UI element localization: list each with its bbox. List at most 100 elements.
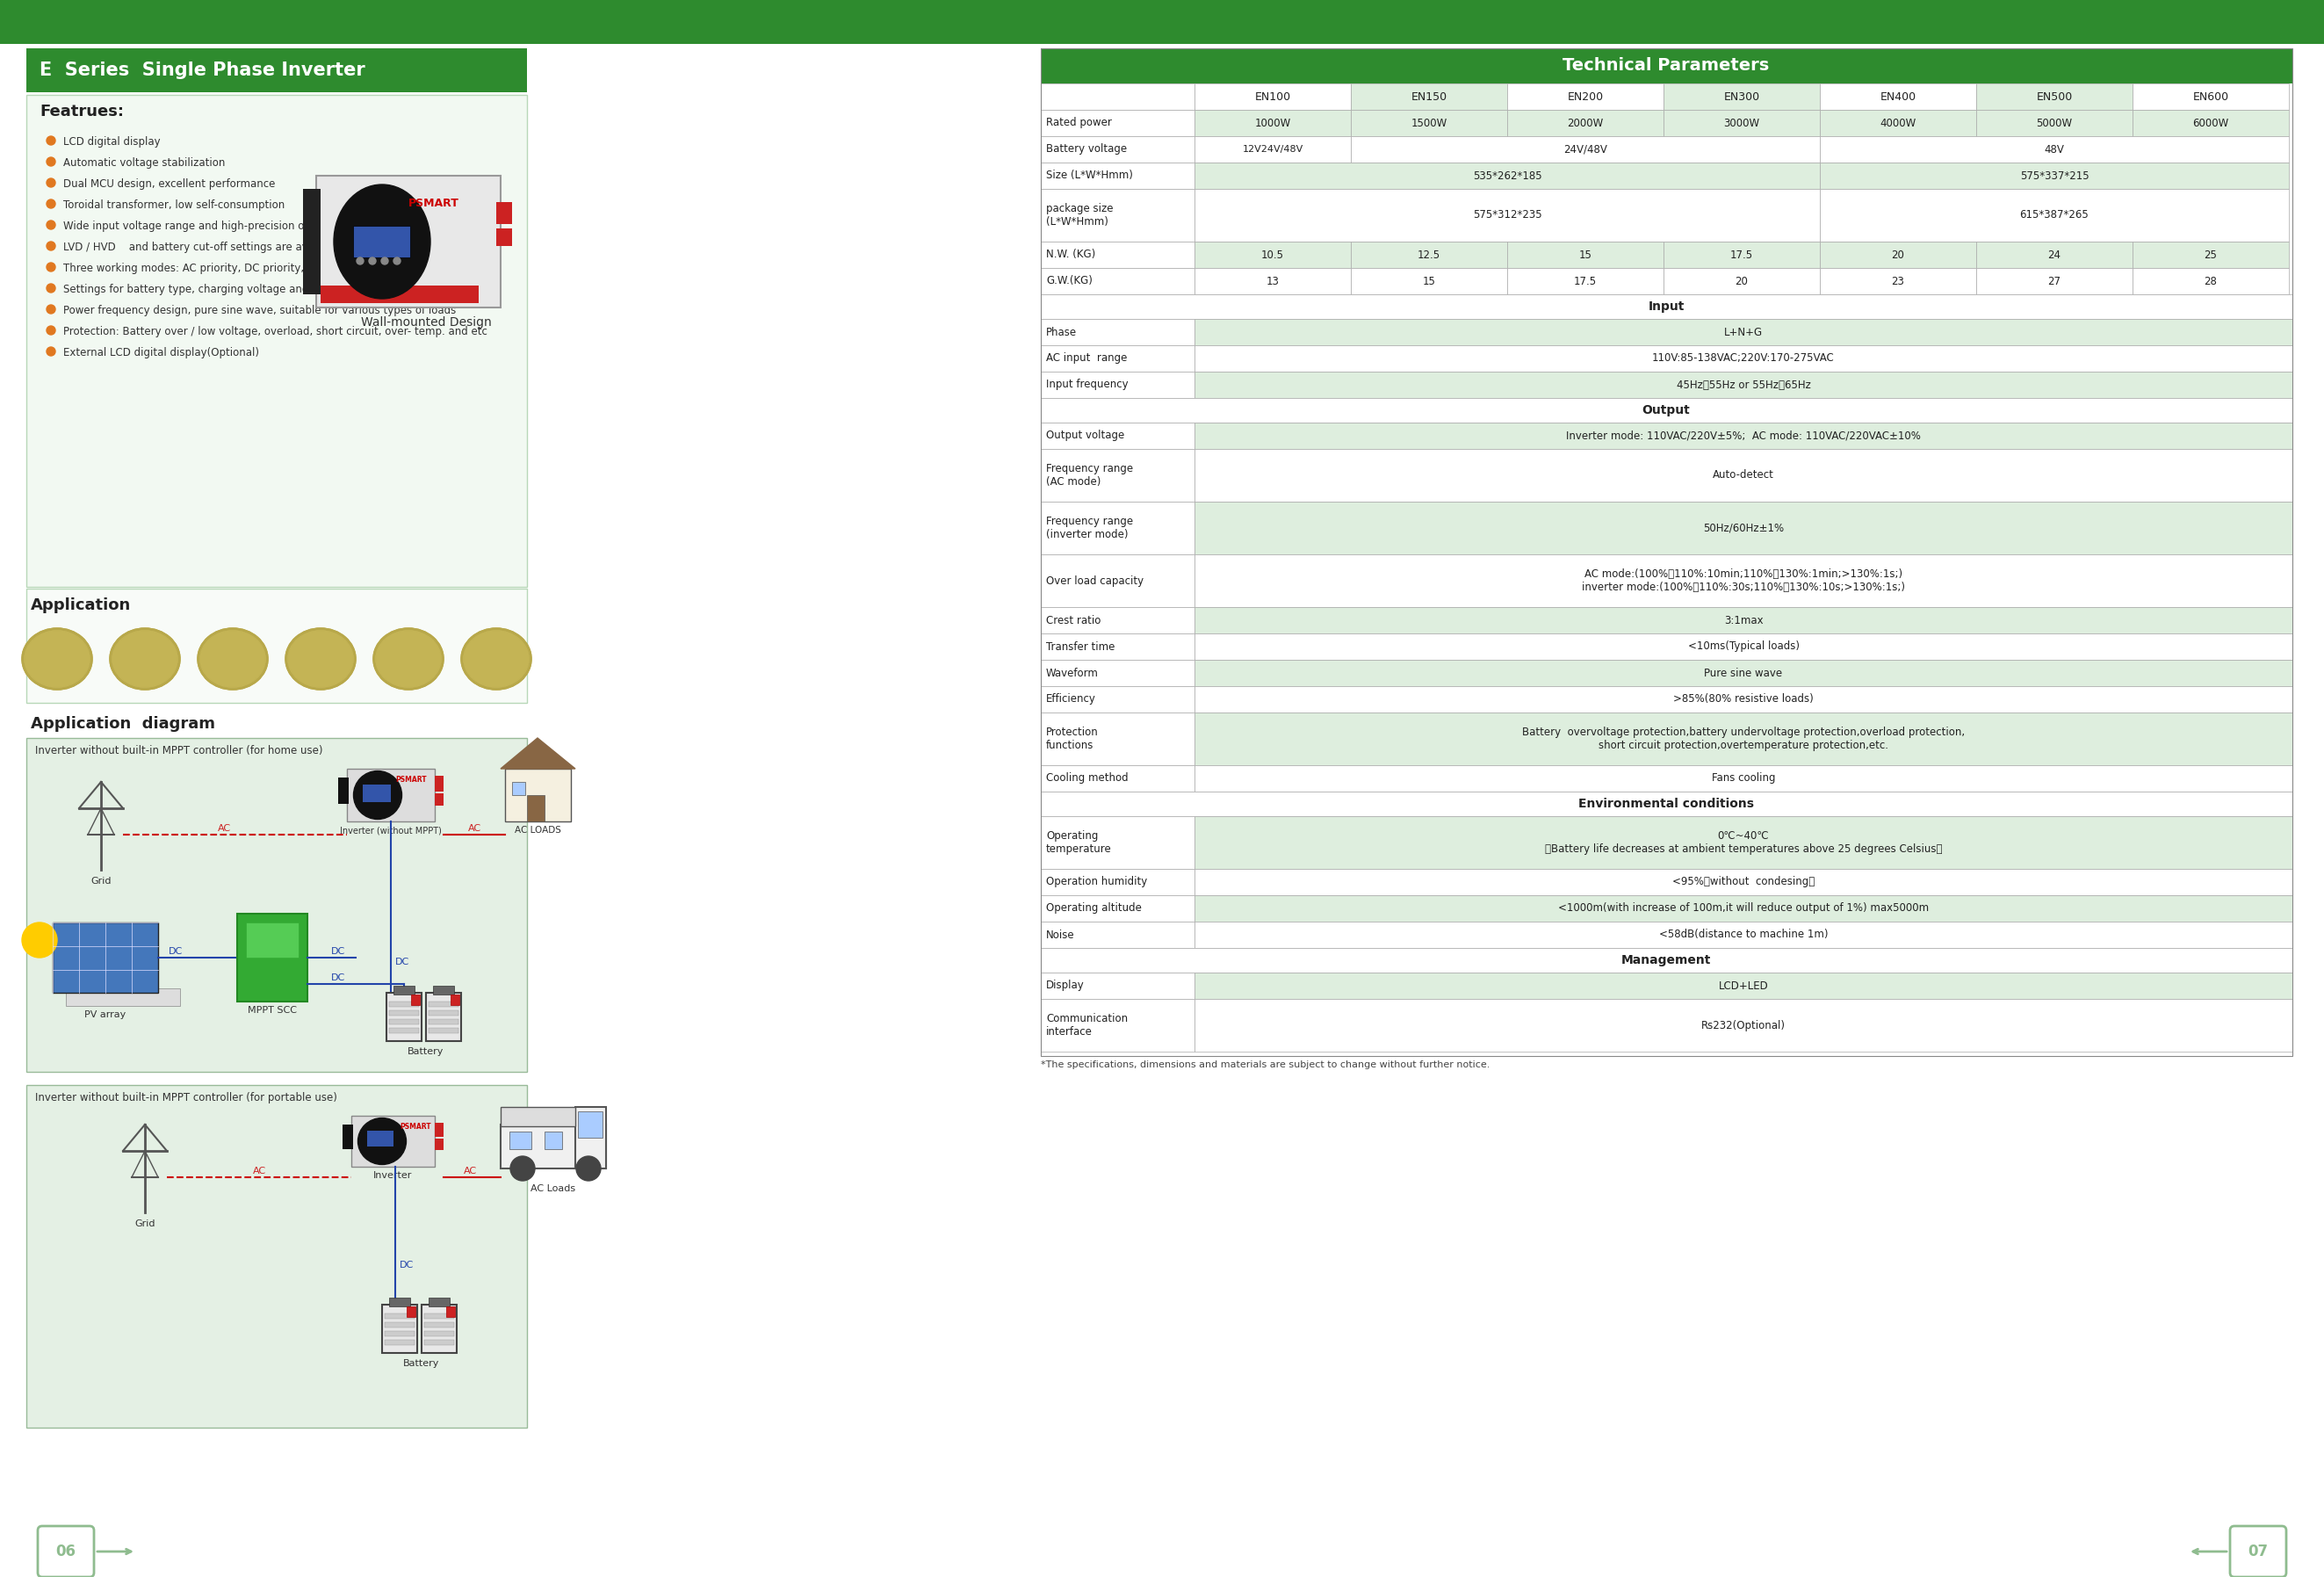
Bar	[1195, 345, 2291, 372]
Text: <1000m(with increase of 100m,it will reduce output of 1%) max5000m: <1000m(with increase of 100m,it will red…	[1557, 902, 1929, 915]
Bar	[321, 285, 479, 303]
Text: 07: 07	[2247, 1544, 2268, 1560]
Text: 6000W: 6000W	[2192, 117, 2229, 129]
Bar	[497, 229, 511, 246]
Bar	[1820, 241, 1975, 268]
Bar	[1041, 110, 1195, 136]
Text: Inverter mode: 110VAC/220V±5%;  AC mode: 110VAC/220VAC±10%: Inverter mode: 110VAC/220V±5%; AC mode: …	[1566, 431, 1922, 442]
Ellipse shape	[288, 631, 353, 688]
Bar	[1195, 659, 2291, 686]
Circle shape	[46, 178, 56, 188]
Text: Operating altitude: Operating altitude	[1046, 902, 1141, 915]
Text: Operating
temperature: Operating temperature	[1046, 830, 1111, 855]
Bar	[425, 1331, 453, 1336]
Ellipse shape	[353, 771, 402, 818]
Bar	[388, 1001, 418, 1006]
Bar	[1041, 397, 2291, 423]
Circle shape	[46, 241, 56, 251]
Text: 575*337*215: 575*337*215	[2020, 170, 2089, 181]
Bar	[1664, 241, 1820, 268]
Circle shape	[46, 284, 56, 293]
Text: 1000W: 1000W	[1255, 117, 1290, 129]
Bar	[1041, 973, 1195, 998]
Text: Grid: Grid	[91, 877, 112, 886]
Bar	[53, 923, 158, 994]
Bar	[421, 1304, 458, 1353]
Bar	[26, 738, 528, 1072]
Text: N.W. (KG): N.W. (KG)	[1046, 249, 1095, 260]
Bar	[1041, 162, 1195, 189]
Text: 20: 20	[1736, 276, 1748, 287]
Bar	[346, 768, 435, 822]
Bar	[386, 1340, 414, 1345]
Ellipse shape	[200, 631, 265, 688]
Bar	[2133, 110, 2289, 136]
Text: EN150: EN150	[1411, 91, 1448, 103]
Bar	[339, 777, 349, 804]
Bar	[1195, 319, 2291, 345]
Text: Frequency range
(AC mode): Frequency range (AC mode)	[1046, 464, 1134, 487]
Text: *The specifications, dimensions and materials are subject to change without furt: *The specifications, dimensions and mate…	[1041, 1060, 1490, 1069]
Bar	[1195, 921, 2291, 948]
Text: Frequency range
(inverter mode): Frequency range (inverter mode)	[1046, 516, 1134, 541]
Ellipse shape	[200, 631, 265, 688]
Text: AC Loads: AC Loads	[530, 1184, 576, 1194]
Text: Technical Parameters: Technical Parameters	[1562, 57, 1769, 74]
Bar	[1041, 241, 1195, 268]
Bar	[497, 202, 511, 224]
Text: 27: 27	[2047, 276, 2061, 287]
Text: PSMART: PSMART	[409, 197, 460, 210]
Ellipse shape	[460, 628, 532, 689]
Text: Auto-detect: Auto-detect	[1713, 470, 1773, 481]
Bar	[1041, 659, 1195, 686]
Bar	[1195, 998, 2291, 1052]
Bar	[1195, 84, 1350, 110]
Ellipse shape	[26, 631, 91, 688]
Bar	[1041, 49, 2291, 84]
Text: PSMART: PSMART	[400, 1123, 430, 1131]
Text: 13: 13	[1267, 276, 1278, 287]
Ellipse shape	[374, 628, 444, 689]
Bar	[1041, 792, 2291, 817]
Text: Inverter without built-in MPPT controller (for portable use): Inverter without built-in MPPT controlle…	[35, 1091, 337, 1104]
Bar	[1041, 319, 1195, 345]
Bar	[1041, 765, 1195, 792]
Ellipse shape	[286, 628, 356, 689]
Bar	[26, 95, 528, 587]
Text: 110V:85-138VAC;220V:170-275VAC: 110V:85-138VAC;220V:170-275VAC	[1652, 353, 1834, 364]
Bar	[500, 1124, 607, 1169]
Bar	[2133, 241, 2289, 268]
Bar	[1195, 607, 2291, 634]
Bar	[1975, 110, 2133, 136]
Circle shape	[46, 263, 56, 271]
Bar	[1195, 973, 2291, 998]
Bar	[65, 989, 179, 1006]
Bar	[544, 1132, 562, 1150]
Text: Wide input voltage range and high-precision output: Wide input voltage range and high-precis…	[63, 221, 332, 232]
Text: Power frequency design, pure sine wave, suitable for various types of loads: Power frequency design, pure sine wave, …	[63, 304, 456, 317]
Circle shape	[21, 923, 58, 957]
Circle shape	[46, 199, 56, 208]
Bar	[1041, 634, 1195, 659]
Text: Settings for battery type, charging voltage and current are available: Settings for battery type, charging volt…	[63, 284, 421, 295]
Text: DC: DC	[400, 1260, 414, 1269]
Ellipse shape	[26, 631, 91, 688]
Text: LCD+LED: LCD+LED	[1717, 979, 1769, 992]
Text: 06: 06	[56, 1544, 77, 1560]
Bar	[1041, 607, 1195, 634]
Bar	[425, 994, 460, 1041]
Ellipse shape	[286, 628, 356, 689]
Text: 1500W: 1500W	[1411, 117, 1448, 129]
Bar	[576, 1107, 607, 1169]
Text: Toroidal transformer, low self-consumption: Toroidal transformer, low self-consumpti…	[63, 199, 286, 211]
Bar	[428, 1001, 458, 1006]
Text: External LCD digital display(Optional): External LCD digital display(Optional)	[63, 347, 258, 358]
Bar	[316, 175, 500, 308]
Text: Featrues:: Featrues:	[40, 104, 123, 120]
Ellipse shape	[460, 628, 532, 689]
Text: AC input  range: AC input range	[1046, 353, 1127, 364]
Bar	[363, 784, 390, 803]
Text: AC: AC	[218, 825, 230, 833]
Bar	[1820, 189, 2289, 241]
Text: EN200: EN200	[1566, 91, 1604, 103]
